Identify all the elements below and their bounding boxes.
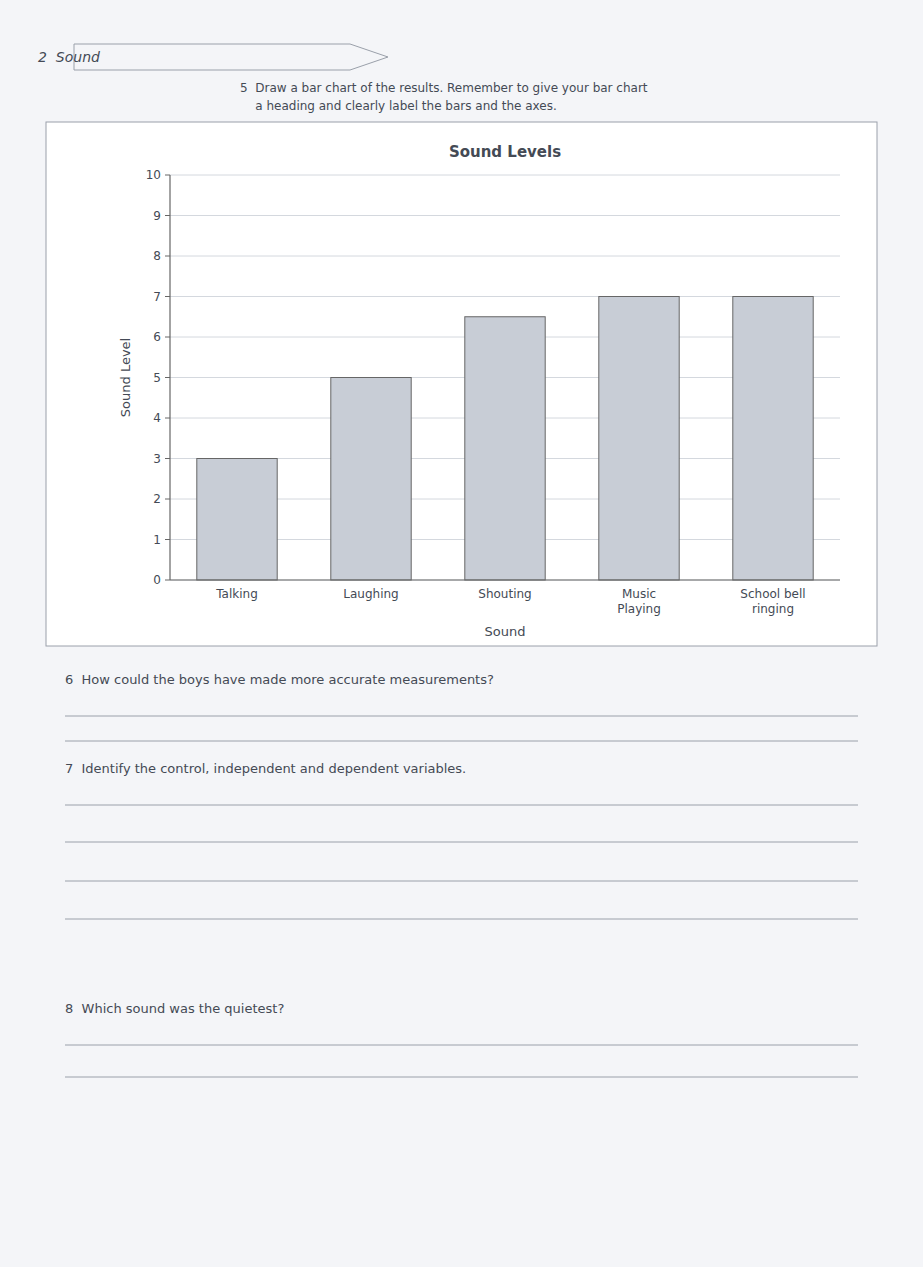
x-tick-label-line: Shouting [478, 587, 531, 601]
y-tick [165, 418, 170, 419]
chart-title: Sound Levels [449, 143, 561, 161]
question-text: 6 How could the boys have made more accu… [65, 672, 494, 687]
bar [733, 297, 813, 581]
y-tick [165, 337, 170, 338]
x-tick-label: School bellringing [740, 587, 805, 616]
y-tick-label: 8 [153, 249, 161, 263]
answer-line [65, 741, 858, 742]
answer-line [65, 716, 858, 717]
question-text: 8 Which sound was the quietest? [65, 1001, 284, 1016]
y-tick [165, 539, 170, 540]
bar [465, 317, 545, 580]
y-tick [165, 296, 170, 297]
instruction-text: 5 Draw a bar chart of the results. Remem… [240, 81, 648, 95]
grid-line [170, 175, 840, 176]
answer-line [65, 805, 858, 806]
answer-line [65, 1045, 858, 1046]
y-tick-label: 9 [153, 209, 161, 223]
x-tick-label-line: Music [622, 587, 656, 601]
page: {"chart_data": {"type": "bar", "title": … [0, 0, 923, 1267]
y-tick [165, 256, 170, 257]
y-tick [165, 458, 170, 459]
y-tick-label: 0 [153, 573, 161, 587]
x-axis-label: Sound [485, 624, 526, 639]
worksheet: 2 Sound 5 Draw a bar chart of the results… [0, 0, 923, 1267]
answer-line [65, 919, 858, 920]
grid [170, 175, 840, 580]
x-axis [170, 579, 840, 580]
y-axis-label: Sound Level [118, 338, 133, 417]
y-tick-label: 4 [153, 411, 161, 425]
y-tick [165, 215, 170, 216]
x-tick-label: Shouting [478, 587, 531, 601]
answer-line [65, 842, 858, 843]
question-text: 7 Identify the control, independent and … [65, 761, 466, 776]
chart-box [46, 122, 877, 646]
y-tick-label: 7 [153, 290, 161, 304]
section-label: 2 Sound [38, 49, 100, 65]
answer-line [65, 1077, 858, 1078]
grid-line [170, 215, 840, 216]
x-tick-label-line: Playing [617, 602, 661, 616]
y-tick-label: 6 [153, 330, 161, 344]
x-tick-label-line: School bell [740, 587, 805, 601]
y-axis [169, 175, 170, 580]
x-tick-label-line: Talking [215, 587, 258, 601]
paper [0, 0, 923, 1267]
x-tick-label-line: ringing [752, 602, 794, 616]
y-tick-label: 2 [153, 492, 161, 506]
grid-line [170, 256, 840, 257]
x-tick-label: Laughing [343, 587, 398, 601]
y-tick [165, 377, 170, 378]
y-tick-label: 5 [153, 371, 161, 385]
answer-line [65, 881, 858, 882]
x-tick-label-line: Laughing [343, 587, 398, 601]
y-tick-label: 1 [153, 533, 161, 547]
y-tick [165, 499, 170, 500]
x-tick-label: MusicPlaying [617, 587, 661, 616]
bar [331, 378, 411, 581]
y-tick [165, 580, 170, 581]
bar [599, 297, 679, 581]
y-tick-label: 10 [146, 168, 161, 182]
y-tick-label: 3 [153, 452, 161, 466]
y-tick [165, 175, 170, 176]
section-marker [74, 44, 388, 70]
x-tick-label: Talking [215, 587, 258, 601]
instruction-text: a heading and clearly label the bars and… [240, 99, 557, 113]
bar [197, 459, 277, 581]
grid-line [170, 580, 840, 581]
